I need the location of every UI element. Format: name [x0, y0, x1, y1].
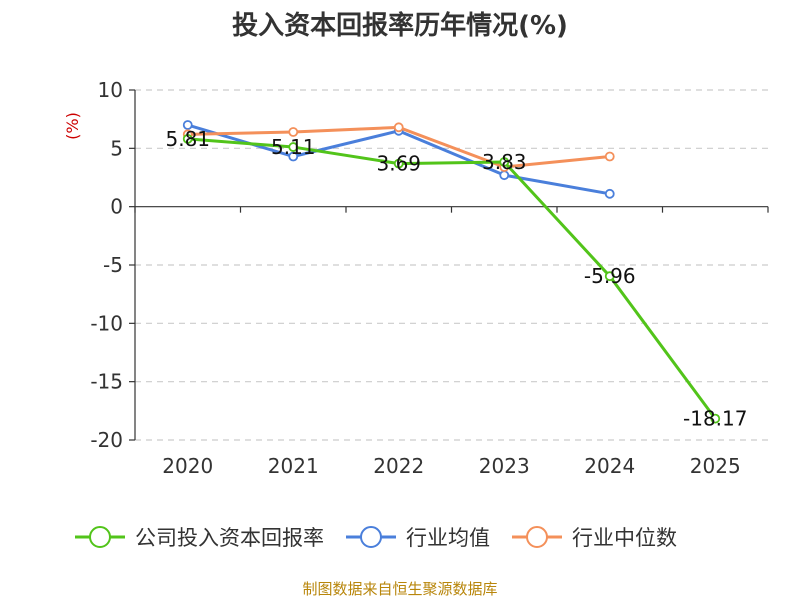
data-label: -5.96	[584, 264, 636, 288]
data-label: 3.69	[376, 152, 421, 176]
data-point[interactable]	[288, 127, 299, 137]
data-point[interactable]	[393, 122, 404, 133]
y-tick-label: 0	[110, 195, 123, 219]
legend-swatch-marker	[526, 526, 548, 548]
data-point[interactable]	[604, 271, 615, 282]
data-label: -18.17	[683, 407, 747, 431]
legend-item[interactable]: 行业中位数	[512, 526, 677, 550]
y-tick-label: -10	[90, 311, 123, 335]
y-tick-label: -15	[90, 370, 123, 394]
data-label: 3.83	[482, 150, 527, 174]
data-point[interactable]	[604, 188, 615, 199]
x-tick-label: 2020	[162, 454, 213, 478]
legend-item[interactable]: 行业均值	[346, 526, 490, 550]
y-tick-label: -5	[103, 253, 123, 277]
x-tick-label: 2024	[584, 454, 635, 478]
legend-label: 行业中位数	[572, 526, 677, 550]
data-point[interactable]	[288, 151, 299, 162]
data-labels: 5.81 5.11 3.69 3.83 -5.96 -18.17	[165, 127, 747, 431]
x-tick-label: 2023	[479, 454, 530, 478]
legend-label: 行业均值	[406, 526, 490, 550]
axes: 10 5 0 -5 -10 -15 -20 2020 2021 2022 2023 2024 2025	[90, 78, 769, 478]
x-tick-label: 2025	[690, 454, 741, 478]
x-tick-label: 2022	[373, 454, 424, 478]
legend-item[interactable]: 公司投入资本回报率	[75, 526, 324, 550]
data-label: 5.11	[271, 135, 316, 159]
y-tick-label: 10	[98, 78, 123, 102]
data-point[interactable]	[604, 151, 615, 162]
x-tick-label: 2021	[268, 454, 319, 478]
data-point[interactable]	[182, 133, 193, 144]
y-tick-label: 5	[110, 136, 123, 160]
data-point[interactable]	[288, 142, 299, 152]
data-point[interactable]	[182, 120, 193, 130]
source-note: 制图数据来自恒生聚源数据库	[302, 580, 497, 598]
legend-label: 公司投入资本回报率	[135, 526, 324, 550]
chart-title: 投入资本回报率历年情况(%)	[232, 10, 568, 41]
legend[interactable]: 公司投入资本回报率 行业均值 行业中位数	[75, 526, 677, 550]
data-point[interactable]	[393, 158, 404, 169]
data-label: 5.81	[165, 127, 210, 151]
y-axis-unit: (%)	[63, 112, 82, 140]
data-point[interactable]	[499, 157, 510, 167]
legend-swatch-marker	[360, 526, 382, 548]
data-point[interactable]	[710, 413, 721, 424]
series-line	[187, 137, 717, 420]
y-tick-label: -20	[90, 428, 123, 452]
legend-swatch-marker	[89, 526, 111, 548]
series-lines	[182, 120, 721, 424]
